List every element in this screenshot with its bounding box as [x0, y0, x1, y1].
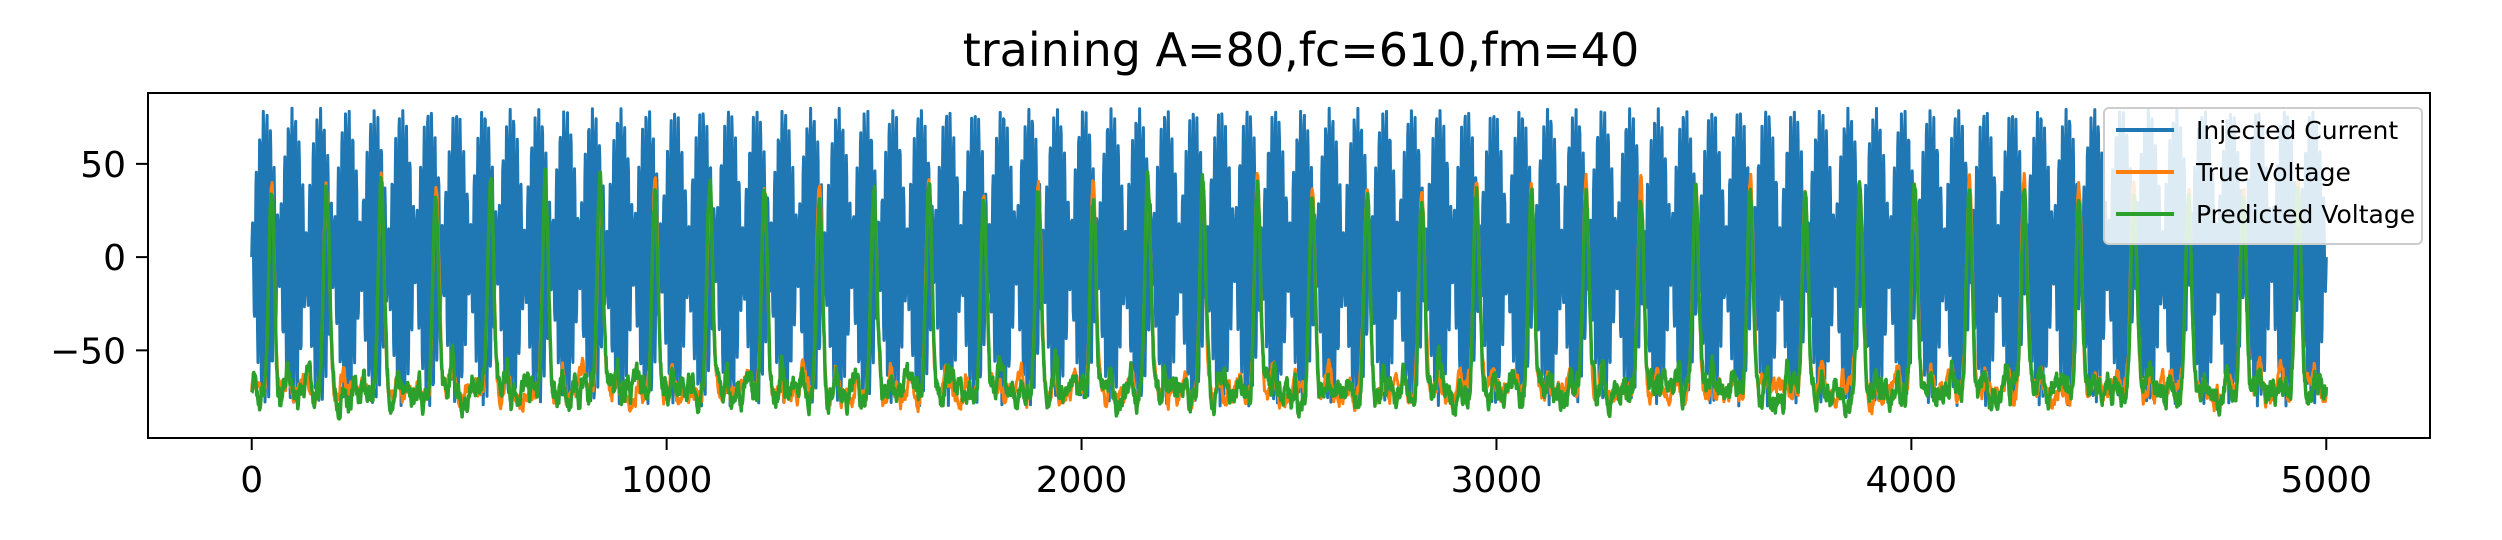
- legend-label-true-voltage: True Voltage: [2195, 158, 2351, 187]
- y-tick-label: 50: [80, 145, 126, 186]
- x-tick-label: 5000: [2280, 460, 2372, 501]
- series-line-injected-current: [250, 106, 2328, 408]
- chart-title: training A=80,fc=610,fm=40: [963, 23, 1640, 77]
- legend-box: [2103, 107, 2423, 245]
- x-tick-label: 1000: [621, 460, 713, 501]
- x-tick-label: 2000: [1036, 460, 1128, 501]
- x-tick-label: 0: [240, 460, 263, 501]
- y-axis: 50 0 −50: [50, 145, 148, 372]
- x-tick-label: 3000: [1451, 460, 1543, 501]
- legend-label-injected-current: Injected Current: [2196, 116, 2398, 145]
- y-tick-label: −50: [50, 331, 126, 372]
- legend: Injected Current True Voltage Predicted …: [2103, 107, 2423, 245]
- plot-frame: [147, 92, 2431, 439]
- series-line-predicted-voltage: [250, 167, 2329, 421]
- series-layer: [250, 106, 2329, 421]
- legend-label-predicted-voltage: Predicted Voltage: [2196, 200, 2415, 229]
- x-axis: 0 1000 2000 3000 4000 5000: [240, 438, 2372, 501]
- x-tick-label: 4000: [1866, 460, 1958, 501]
- y-tick-label: 0: [103, 238, 126, 279]
